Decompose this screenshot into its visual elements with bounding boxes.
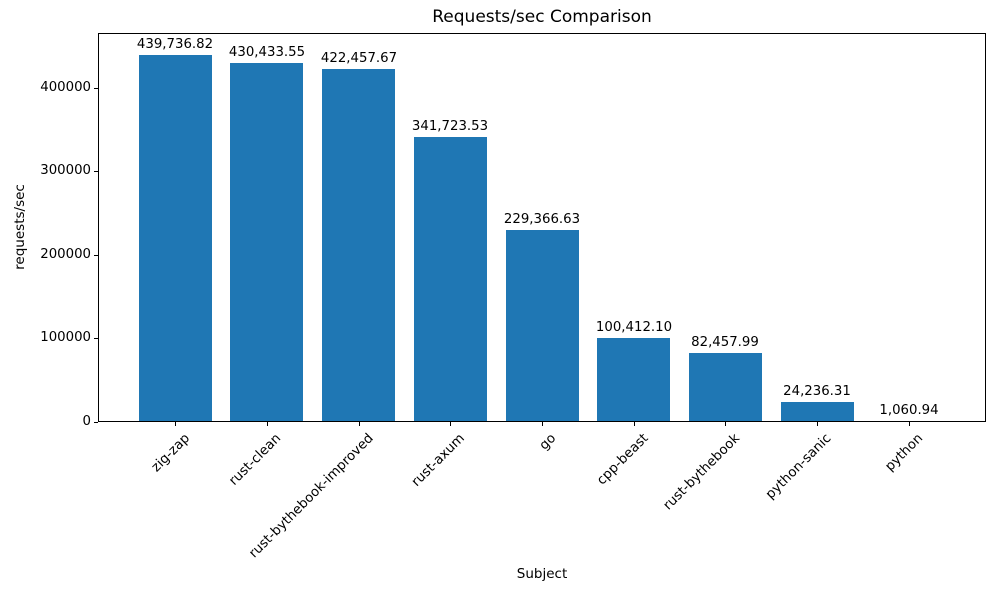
x-tick-mark (909, 422, 910, 426)
bar (689, 353, 762, 422)
bar (872, 421, 945, 422)
bar-value-label: 82,457.99 (691, 335, 759, 350)
x-tick-label: rust-bythebook (660, 431, 743, 514)
bar-value-label: 341,723.53 (411, 119, 489, 134)
bar (414, 137, 487, 422)
x-tick-label: python (883, 431, 927, 475)
x-tick-mark (725, 422, 726, 426)
y-tick-mark (94, 171, 98, 172)
chart-title: Requests/sec Comparison (432, 7, 652, 27)
bar (781, 402, 854, 422)
bar (597, 338, 670, 422)
x-tick-label: rust-clean (226, 431, 285, 489)
x-tick-mark (634, 422, 635, 426)
bar-value-label: 24,236.31 (783, 384, 851, 399)
bar-value-label: 229,366.63 (503, 212, 581, 227)
x-tick-mark (267, 422, 268, 426)
x-tick-label: cpp-beast (594, 431, 652, 489)
bar (230, 63, 303, 422)
x-axis-label: Subject (516, 566, 568, 582)
y-tick-label: 100000 (40, 330, 91, 345)
y-tick-label: 200000 (40, 247, 91, 262)
bar-value-label: 439,736.82 (136, 37, 214, 52)
y-tick-mark (94, 88, 98, 89)
x-tick-mark (359, 422, 360, 426)
y-tick-label: 0 (82, 414, 91, 429)
y-axis-label: requests/sec (12, 184, 28, 270)
bar-value-label: 422,457.67 (320, 51, 398, 66)
y-tick-mark (94, 422, 98, 423)
x-tick-label: python-sanic (763, 431, 835, 503)
bar-value-label: 430,433.55 (228, 45, 306, 60)
x-tick-mark (450, 422, 451, 426)
bar-value-label: 1,060.94 (879, 403, 939, 418)
y-tick-label: 300000 (40, 163, 91, 178)
y-tick-label: 400000 (40, 80, 91, 95)
x-tick-label: zig-zap (148, 431, 193, 476)
bar (322, 69, 395, 422)
bar-value-label: 100,412.10 (595, 320, 673, 335)
x-tick-label: rust-axum (408, 431, 468, 490)
bar (506, 230, 579, 422)
x-tick-mark (175, 422, 176, 426)
y-tick-mark (94, 255, 98, 256)
x-tick-mark (817, 422, 818, 426)
y-tick-mark (94, 338, 98, 339)
x-tick-mark (542, 422, 543, 426)
x-tick-label: go (537, 431, 560, 454)
bar (139, 55, 212, 422)
